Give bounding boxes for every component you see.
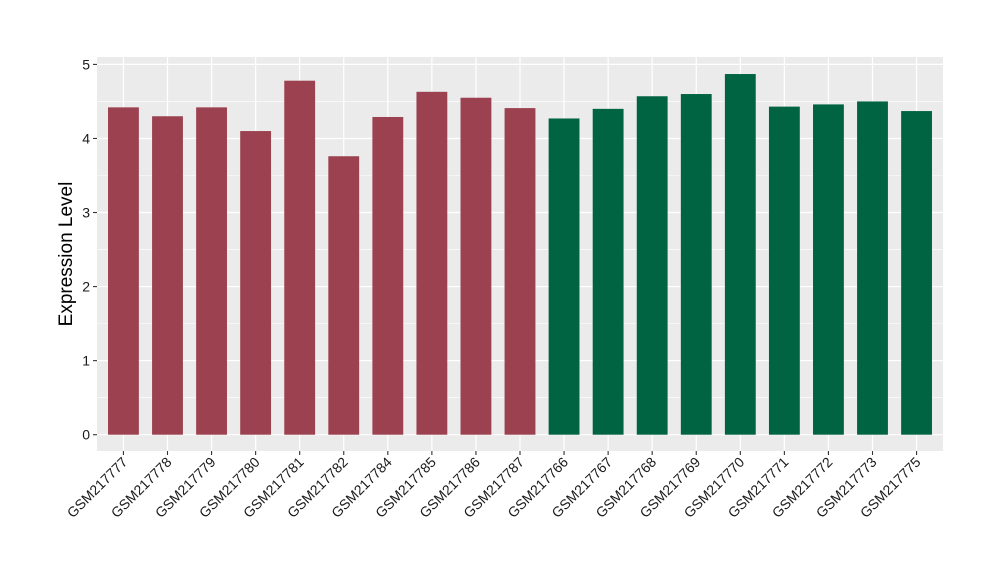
y-tick-label: 5: [82, 56, 90, 72]
y-axis-title: Expression Level: [56, 182, 77, 327]
y-tick-label: 2: [82, 279, 90, 295]
y-tick-label: 4: [82, 130, 90, 146]
bar-GSM217785: [416, 91, 448, 435]
y-axis: 0 1 2 3 4 5: [82, 56, 97, 443]
bar-GSM217782: [328, 156, 360, 435]
bar-GSM217777: [108, 107, 139, 435]
bar-GSM217768: [636, 96, 668, 435]
bar-GSM217779: [196, 107, 227, 435]
bar-GSM217772: [813, 104, 844, 435]
bar-GSM217784: [372, 116, 404, 435]
bar-GSM217786: [460, 97, 492, 435]
bar-GSM217767: [592, 108, 624, 435]
bar-GSM217775: [901, 111, 932, 435]
y-tick-label: 0: [82, 427, 90, 443]
bar-GSM217778: [152, 116, 183, 435]
bar-GSM217766: [548, 118, 580, 435]
bar-GSM217771: [768, 106, 800, 435]
bar-GSM217773: [857, 101, 888, 435]
bar-GSM217780: [240, 131, 272, 435]
y-tick-label: 3: [82, 205, 90, 221]
bar-GSM217781: [284, 80, 316, 435]
bars: [108, 74, 932, 435]
y-tick-label: 1: [82, 353, 90, 369]
bar-GSM217770: [724, 74, 756, 435]
bar-GSM217769: [680, 94, 712, 435]
bar-GSM217787: [504, 108, 536, 435]
x-axis: GSM217777GSM217778GSM217779GSM217780GSM2…: [64, 451, 924, 521]
